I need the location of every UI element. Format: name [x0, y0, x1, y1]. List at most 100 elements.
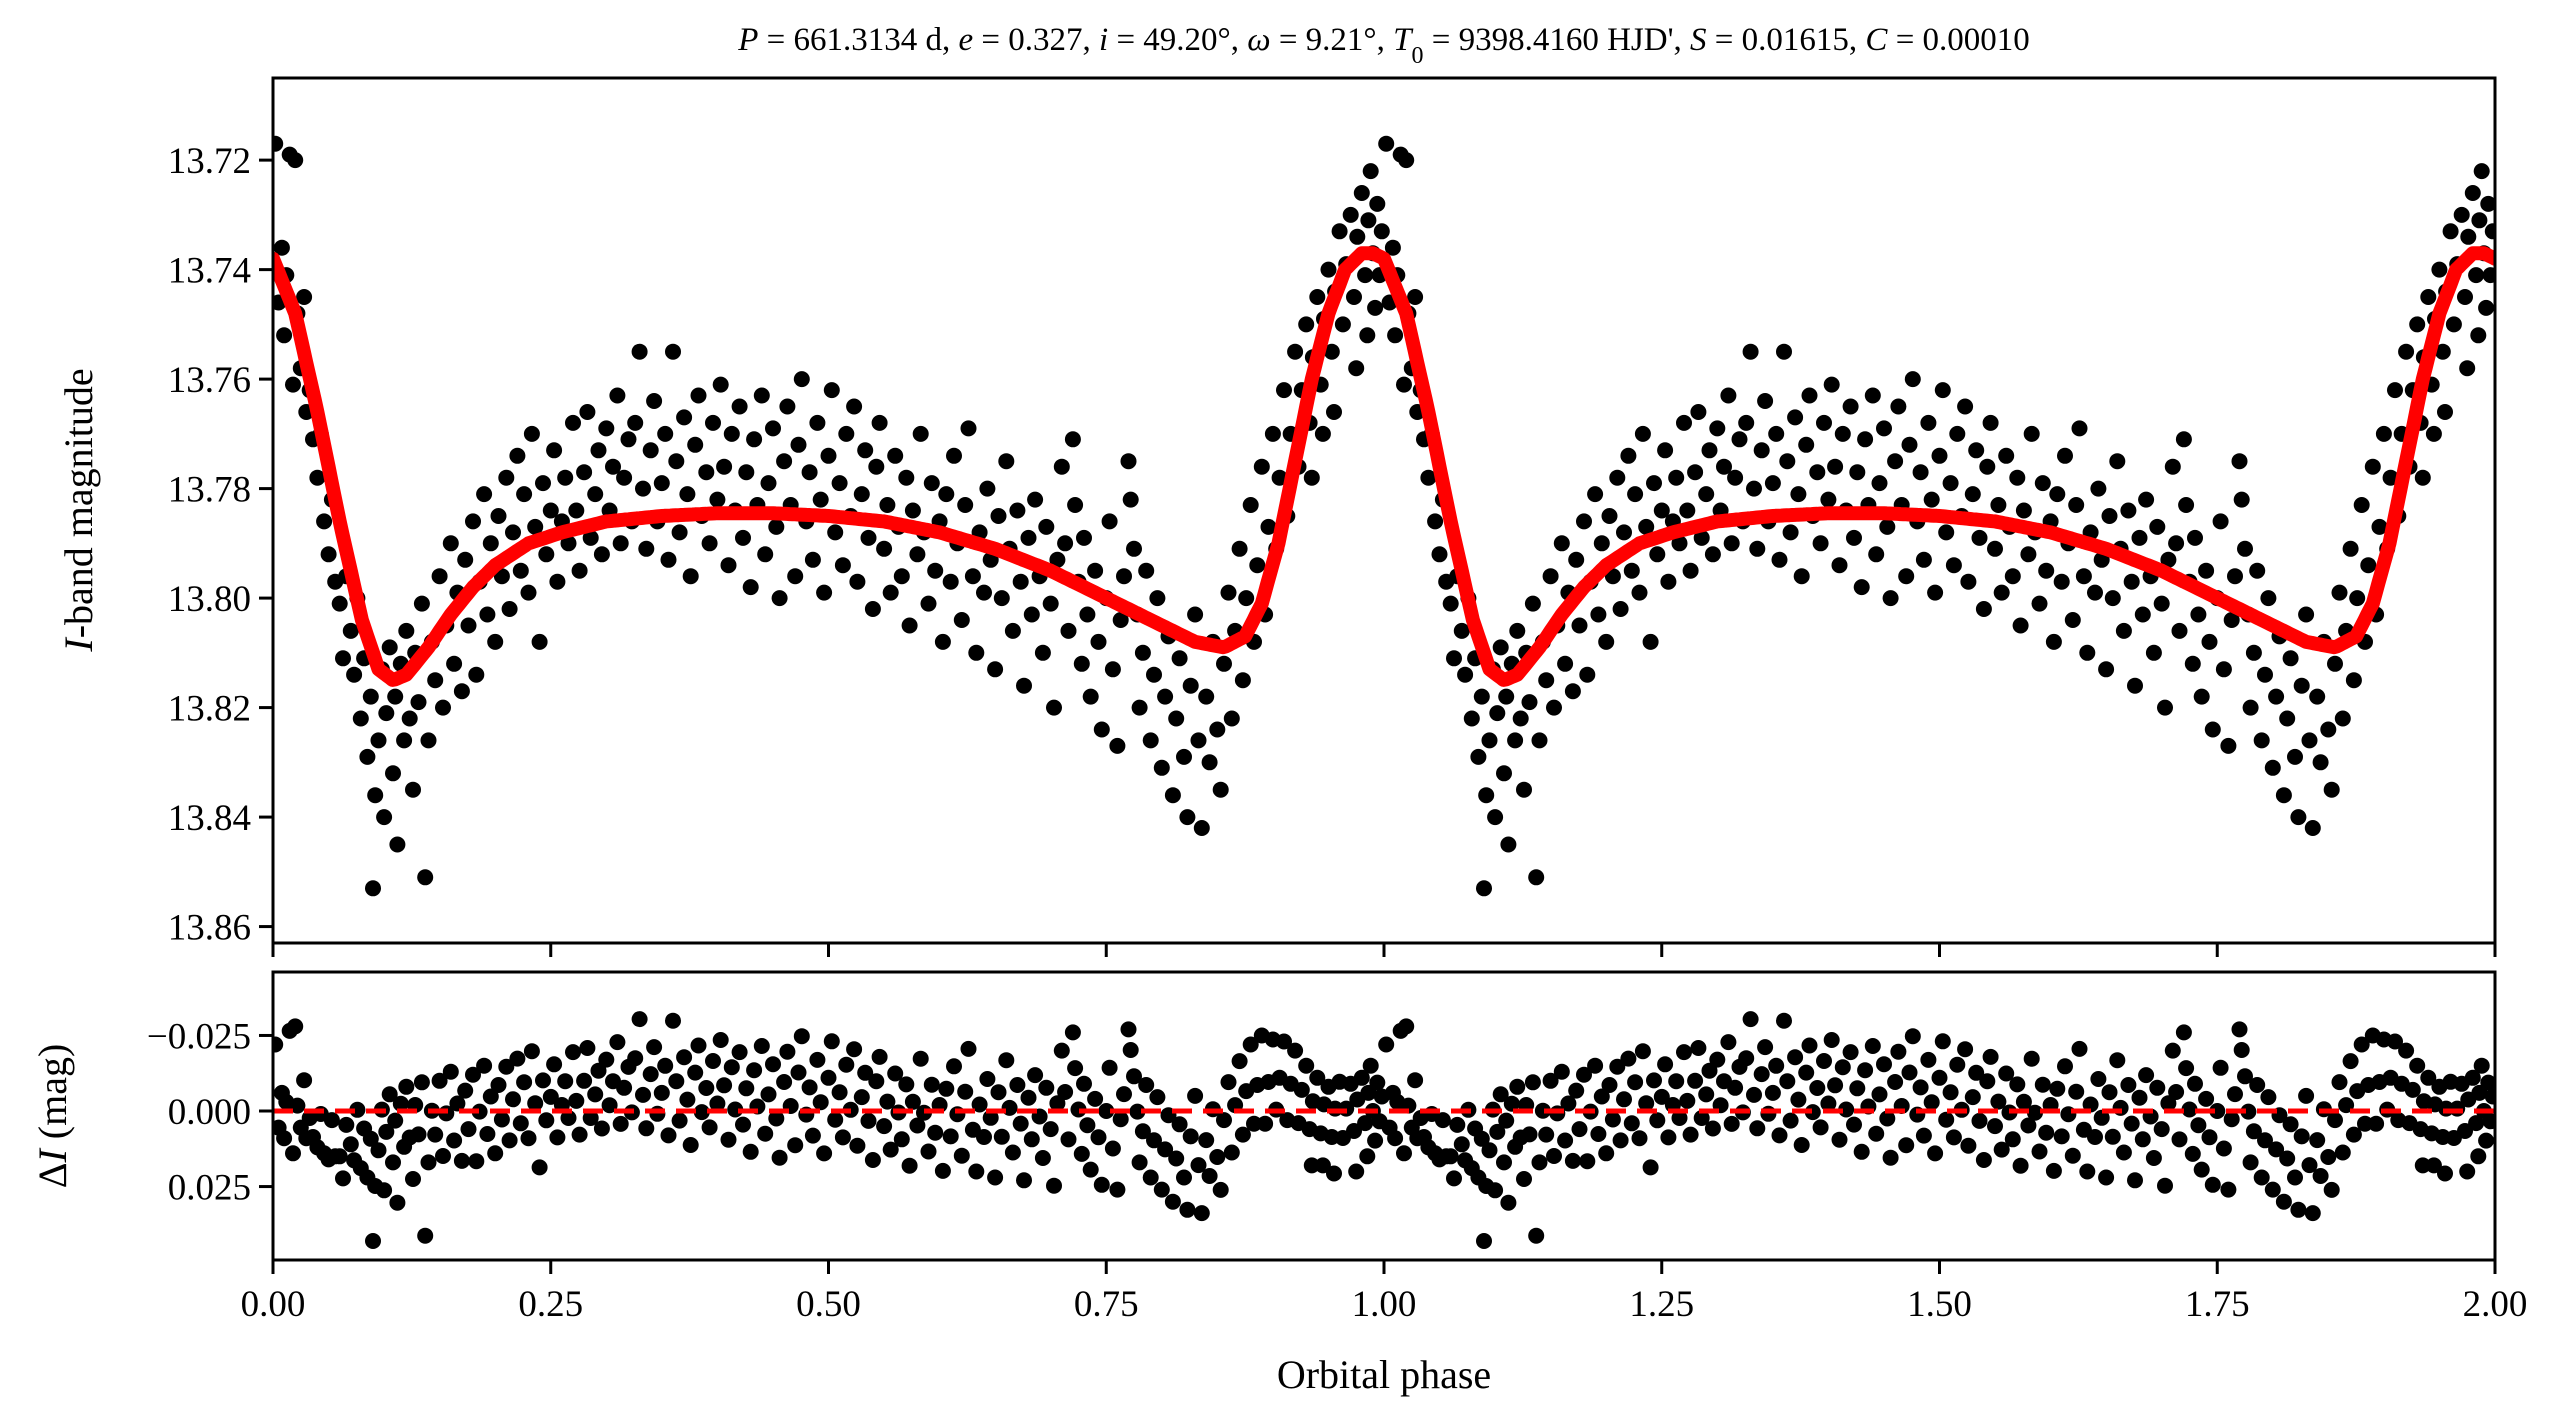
residual-point — [598, 1051, 615, 1068]
residual-point — [542, 1088, 559, 1105]
observation-point — [1253, 458, 1270, 475]
residual-point — [1653, 1088, 1670, 1105]
residual-point — [1587, 1057, 1604, 1074]
residual-point — [1157, 1141, 1174, 1158]
observation-point — [1853, 579, 1870, 596]
observation-point — [2149, 518, 2166, 535]
x-tick-label: 1.75 — [2185, 1284, 2250, 1325]
residual-point — [1938, 1111, 1955, 1128]
observation-point — [646, 393, 663, 409]
residual-point — [531, 1159, 548, 1176]
residual-point — [1568, 1082, 1585, 1099]
y-tick-label: 13.86 — [168, 908, 251, 949]
residual-point — [738, 1080, 755, 1097]
residual-point — [342, 1136, 359, 1153]
observation-point — [2420, 289, 2437, 305]
residual-point — [987, 1169, 1004, 1186]
residual-point — [1649, 1112, 1666, 1129]
residual-point — [1842, 1044, 1859, 1061]
residual-point — [2104, 1128, 2121, 1145]
residual-point — [2304, 1205, 2321, 1222]
residual-point — [1668, 1073, 1685, 1090]
observation-point — [405, 781, 421, 798]
observation-point — [1679, 502, 1696, 519]
residual-point — [827, 1111, 844, 1128]
observation-point — [1309, 289, 1326, 305]
observation-point — [2164, 458, 2181, 475]
residual-point — [1834, 1059, 1851, 1076]
residual-point — [1521, 1126, 1538, 1143]
observation-point — [720, 557, 737, 574]
observation-point — [1771, 551, 1788, 568]
observation-point — [1764, 475, 1781, 492]
observation-point — [427, 672, 444, 689]
residual-point — [349, 1101, 366, 1118]
observation-point — [1396, 376, 1412, 393]
observation-point — [779, 398, 796, 415]
residual-point — [1898, 1137, 1915, 1154]
observation-point — [698, 464, 715, 481]
residual-point — [1971, 1112, 1988, 1129]
observation-point — [398, 622, 415, 639]
residual-point — [1442, 1148, 1459, 1165]
residual-point — [1846, 1116, 1862, 1133]
residual-point — [549, 1129, 566, 1146]
observation-point — [1782, 524, 1799, 541]
observation-point — [1979, 458, 1996, 475]
residual-point — [1153, 1181, 1170, 1198]
observation-point — [1609, 469, 1626, 486]
observation-point — [804, 551, 821, 568]
observation-point — [1590, 606, 1607, 623]
residual-point — [1503, 1095, 1520, 1112]
residual-point — [746, 1062, 763, 1079]
title-part: S — [1690, 22, 1707, 58]
observation-point — [1831, 557, 1848, 574]
observation-point — [335, 650, 351, 667]
residual-point — [1509, 1078, 1526, 1095]
observation-point — [1498, 688, 1515, 705]
residual-point — [1492, 1086, 1509, 1103]
residual-point — [2473, 1057, 2490, 1074]
observation-point — [998, 453, 1015, 470]
residual-point — [768, 1110, 785, 1127]
residual-point — [1590, 1126, 1607, 1142]
observation-point — [812, 491, 829, 508]
y-tick-label: −0.025 — [147, 1016, 251, 1057]
observation-point — [1271, 469, 1288, 486]
residual-point — [576, 1072, 593, 1089]
residual-point — [1827, 1077, 1844, 1094]
observation-point — [1276, 382, 1292, 399]
residual-point — [1476, 1233, 1492, 1249]
observation-point — [823, 382, 840, 399]
residual-point — [2249, 1077, 2266, 1093]
residual-point — [2398, 1042, 2415, 1059]
title-part: = 0.01615, — [1707, 22, 1866, 58]
residual-point — [1749, 1120, 1766, 1137]
observation-point — [1090, 633, 1107, 650]
observation-point — [879, 497, 896, 513]
observation-point — [342, 622, 359, 639]
observation-point — [860, 529, 877, 546]
residual-point — [2038, 1124, 2055, 1141]
residual-point — [1407, 1072, 1424, 1089]
residual-point — [2334, 1144, 2351, 1161]
residual-point — [1560, 1095, 1577, 1112]
observation-point — [1190, 732, 1207, 749]
residual-point — [2201, 1129, 2218, 1146]
observation-point — [816, 584, 833, 601]
observation-point — [276, 327, 293, 344]
observation-point — [776, 453, 793, 470]
observation-point — [1820, 491, 1837, 508]
observation-point — [565, 414, 581, 431]
residual-point — [2082, 1096, 2099, 1113]
residual-point — [2157, 1177, 2173, 1194]
observation-point — [1671, 535, 1688, 552]
residual-point — [1220, 1074, 1237, 1091]
residual-point — [1359, 1148, 1376, 1165]
observation-point — [1587, 486, 1604, 503]
residual-point — [1904, 1028, 1921, 1045]
observation-point — [679, 486, 696, 503]
observation-point — [1209, 721, 1226, 738]
observation-point — [487, 633, 504, 650]
residual-point — [1601, 1077, 1618, 1093]
